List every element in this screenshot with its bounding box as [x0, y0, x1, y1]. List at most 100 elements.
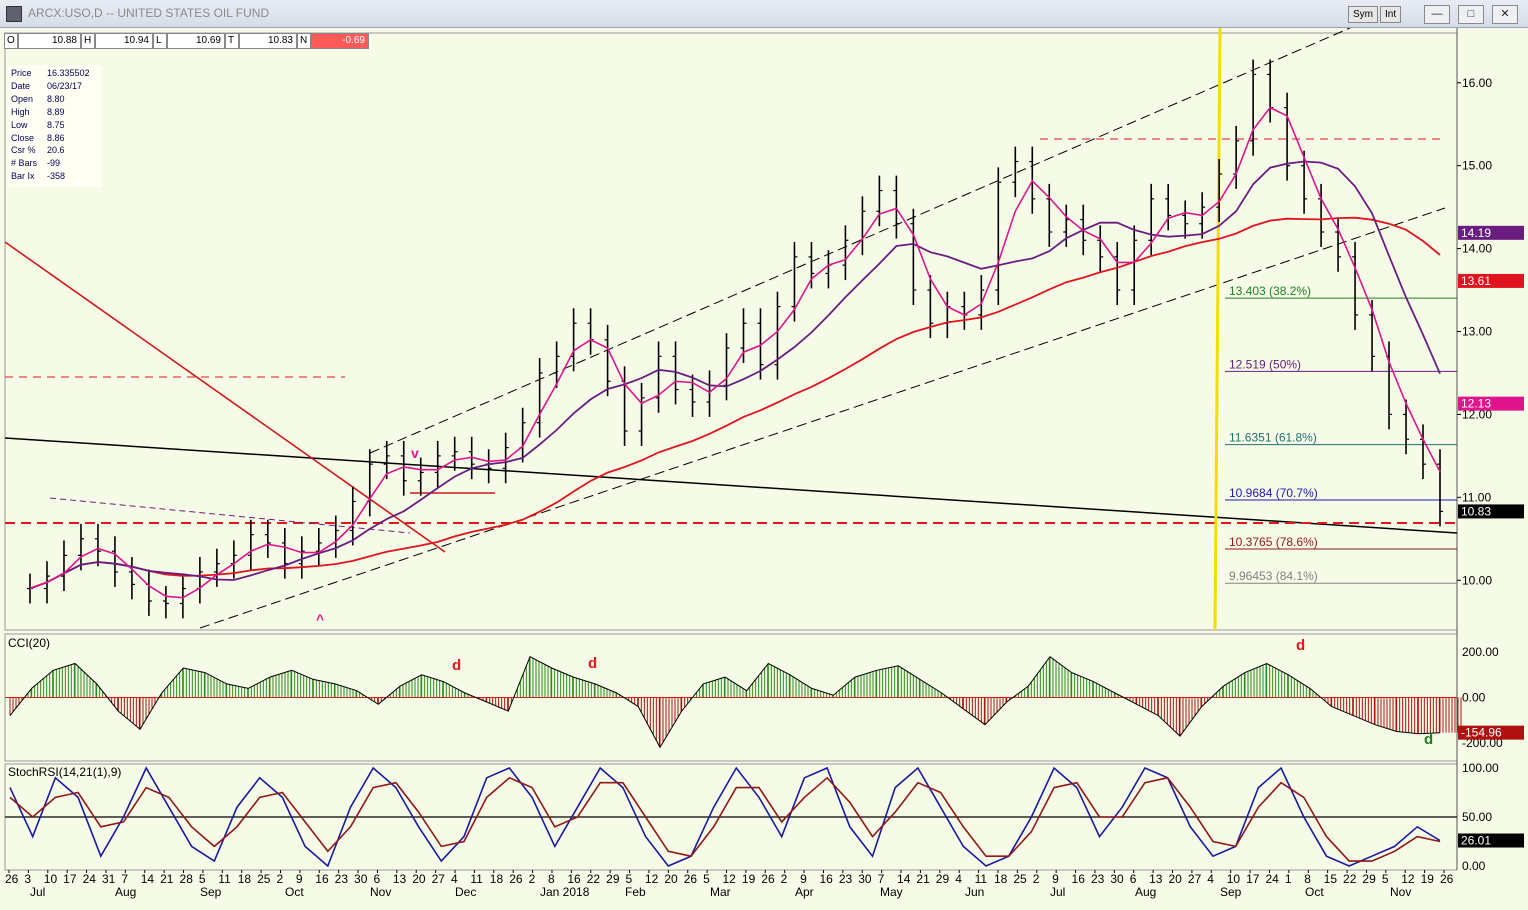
ma-mid-tag: 14.19 — [1461, 226, 1491, 240]
divergence-marker: d — [1296, 637, 1305, 654]
divergence-marker: d — [452, 657, 461, 674]
x-day-label: 22 — [1343, 872, 1357, 886]
stochrsi-tick-label: 100.00 — [1462, 761, 1499, 775]
x-day-label: 26 — [761, 872, 775, 886]
x-day-label: 3 — [24, 872, 31, 886]
info-row: Open 8.80 — [11, 93, 65, 104]
stochrsi-tick-label: 50.00 — [1462, 810, 1492, 824]
close-label: T — [225, 33, 239, 49]
change-value: -0.69 — [311, 33, 369, 49]
x-day-label: 8 — [548, 872, 555, 886]
quote-strip: O 10.88 H 10.94 L 10.69 T 10.83 N -0.69 — [4, 33, 369, 49]
price-tick-label: 16.00 — [1462, 76, 1492, 90]
x-day-label: 4 — [1207, 872, 1214, 886]
change-label: N — [297, 33, 311, 49]
x-day-label: 10 — [1227, 872, 1241, 886]
ma-fast-tag-bg — [1458, 396, 1524, 411]
x-day-label: 5 — [626, 872, 633, 886]
fib-level-label: 13.403 (38.2%) — [1229, 284, 1311, 298]
x-day-label: 5 — [703, 872, 710, 886]
x-month-label: Apr — [795, 885, 814, 899]
x-day-label: 19 — [1421, 872, 1435, 886]
x-day-label: 12 — [723, 872, 737, 886]
open-label: O — [4, 33, 18, 49]
stochrsi-tick-label: 0.00 — [1462, 859, 1486, 873]
x-day-label: 20 — [664, 872, 678, 886]
x-day-label: 5 — [199, 872, 206, 886]
x-month-label: Nov — [1390, 885, 1411, 899]
symbol-button[interactable]: Sym — [1348, 6, 1378, 23]
x-day-label: 10 — [44, 872, 58, 886]
fib-level-label: 9.96453 (84.1%) — [1229, 569, 1318, 583]
x-day-label: 21 — [160, 872, 174, 886]
x-month-label: Feb — [625, 885, 646, 899]
chart-svg[interactable]: 10.0011.0012.0013.0014.0015.0016.0013.40… — [0, 28, 1528, 910]
cci-tick-label: 200.00 — [1462, 645, 1499, 659]
price-tick-label: 11.00 — [1462, 490, 1491, 504]
close-button[interactable]: ✕ — [1492, 5, 1518, 24]
ma-mid-line — [29, 160, 1441, 590]
info-row: Close 8.86 — [11, 132, 65, 143]
x-day-label: 30 — [1110, 872, 1124, 886]
x-day-label: 29 — [606, 872, 620, 886]
high-label: H — [81, 33, 95, 49]
x-day-label: 15 — [1324, 872, 1338, 886]
restore-button[interactable]: □ — [1458, 5, 1484, 24]
divergence-marker: d — [1424, 731, 1433, 748]
ma-slow-line — [29, 216, 1441, 590]
x-day-label: 29 — [936, 872, 950, 886]
x-day-label: 31 — [102, 872, 116, 886]
minimize-button[interactable]: — — [1424, 5, 1450, 24]
fib-level-label: 10.9684 (70.7%) — [1229, 486, 1318, 500]
info-row: Bar Ix -358 — [11, 171, 66, 182]
x-day-label: 12 — [1401, 872, 1415, 886]
x-day-label: 21 — [916, 872, 930, 886]
low-value: 10.69 — [167, 33, 225, 49]
interval-button[interactable]: Int — [1380, 6, 1402, 23]
x-day-label: 26 — [509, 872, 523, 886]
close-value: 10.83 — [239, 33, 297, 49]
red-downtrend-line — [4, 241, 446, 553]
x-day-label: 28 — [180, 872, 194, 886]
ma-fast-line — [29, 106, 1441, 599]
x-day-label: 17 — [63, 872, 77, 886]
x-month-label: Aug — [1135, 885, 1156, 899]
x-month-label: Nov — [370, 885, 391, 899]
x-day-label: 25 — [257, 872, 271, 886]
x-day-label: 25 — [1013, 872, 1027, 886]
x-month-label: Sep — [1220, 885, 1242, 899]
x-day-label: 27 — [432, 872, 446, 886]
divergence-marker: d — [588, 655, 597, 672]
cci-last-tag-bg — [1458, 725, 1524, 740]
fib-level-label: 12.519 (50%) — [1229, 357, 1301, 371]
x-month-label: Sep — [200, 885, 222, 899]
x-month-label: Jun — [965, 885, 984, 899]
x-day-label: 26 — [684, 872, 698, 886]
x-day-label: 11 — [470, 872, 483, 886]
x-month-label: Jul — [1050, 885, 1065, 899]
x-day-label: 24 — [1265, 872, 1279, 886]
fib-level-label: 11.6351 (61.8%) — [1229, 431, 1317, 445]
x-day-label: 18 — [490, 872, 504, 886]
price-tick-label: 10.00 — [1462, 573, 1492, 587]
x-day-label: 1 — [1285, 872, 1292, 886]
x-day-label: 30 — [354, 872, 368, 886]
last-price-tag: 10.83 — [1461, 504, 1491, 518]
chart-area[interactable] — [0, 28, 1528, 910]
x-day-label: 16 — [315, 872, 329, 886]
x-month-label: Jan 2018 — [540, 885, 590, 899]
ma-mid-tag-bg — [1458, 225, 1524, 240]
x-month-label: Jul — [30, 885, 45, 899]
price-tick-label: 13.00 — [1462, 325, 1492, 339]
cci-last-value: -154.96 — [1461, 726, 1502, 740]
x-day-label: 29 — [1362, 872, 1376, 886]
ma-fast-tag: 12.13 — [1461, 397, 1491, 411]
x-day-label: 6 — [373, 872, 380, 886]
open-value: 10.88 — [18, 33, 81, 49]
window-titlebar: ARCX:USO,D -- UNITED STATES OIL FUND Sym… — [0, 0, 1528, 28]
x-day-label: 16 — [819, 872, 833, 886]
x-day-label: 19 — [742, 872, 756, 886]
x-day-label: 11 — [975, 872, 988, 886]
window-title: ARCX:USO,D -- UNITED STATES OIL FUND — [28, 6, 270, 20]
x-day-label: 20 — [1169, 872, 1183, 886]
